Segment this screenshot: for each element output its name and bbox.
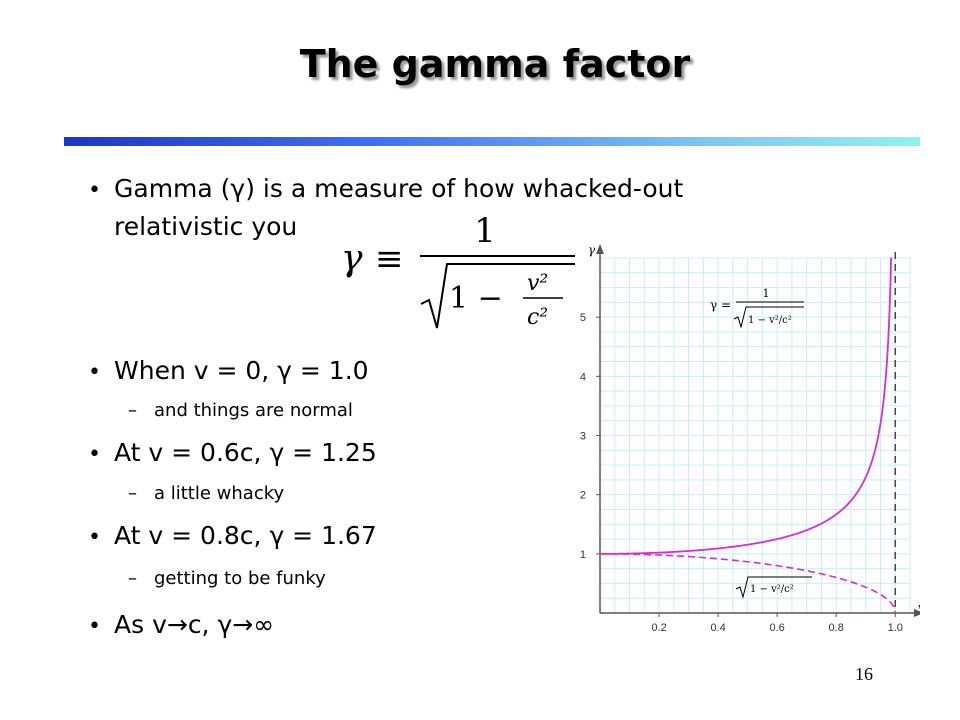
x-tick-label: 0.4 (710, 622, 725, 634)
formula-v2: v² (527, 271, 548, 296)
plot-grid (600, 257, 911, 613)
bullet-dot: • (88, 178, 101, 203)
sub-dash: – (128, 400, 137, 421)
bullet-dot: • (88, 360, 101, 385)
bullet-v-to-c: As v→c, γ→∞ (114, 610, 275, 639)
formula-numerator: 1 (474, 212, 496, 251)
sub-bullet-normal: and things are normal (154, 400, 353, 421)
y-tick-label: 1 (580, 549, 586, 561)
bullet-v-08c: At v = 0.8c, γ = 1.67 (114, 521, 377, 550)
formula-c2: c² (527, 305, 548, 330)
sub-dash: – (128, 568, 137, 589)
y-tick-label: 2 (580, 490, 586, 502)
lower-label-sqrt (735, 576, 812, 599)
title-divider (64, 137, 920, 146)
slide-title: The gamma factor (299, 42, 691, 86)
sub-dash: – (128, 483, 137, 504)
formula-gamma: γ (341, 238, 363, 279)
sub-bullet-funky: getting to be funky (154, 568, 326, 589)
lower-curve-label: 1 − v²/c² (750, 584, 794, 595)
plot-formula-numerator: 1 (763, 287, 770, 300)
bullet-gamma-line1: Gamma (γ) is a measure of how whacked-ou… (114, 174, 684, 203)
x-axis-arrow (914, 609, 920, 617)
x-tick-label: 1.0 (888, 622, 903, 634)
x-tick-label: 0.2 (651, 622, 666, 634)
plot-axes (596, 244, 920, 617)
y-tick-label: 5 (580, 312, 586, 324)
sub-bullet-whacky: a little whacky (154, 483, 285, 504)
page-number: 16 (855, 664, 873, 684)
plot-labels: 0.2 0.4 0.6 0.8 1.0 1 2 3 4 5 γ v/c γ = 1 1 − v²/c² 1 −… (580, 243, 920, 634)
y-tick-label: 3 (580, 431, 586, 443)
bullet-v-zero: When v = 0, γ = 1.0 (114, 356, 369, 385)
formula-equiv: ≡ (375, 239, 404, 279)
gamma-curve (600, 257, 893, 555)
plot-formula-lhs: γ = (710, 298, 731, 312)
plot-formula-sqrt (733, 306, 804, 329)
bullet-gamma-line2: relativistic you (114, 212, 298, 241)
x-tick-label: 0.8 (829, 622, 844, 634)
inverse-gamma-curve (600, 553, 897, 614)
bullet-dot: • (88, 614, 101, 639)
bullet-v-06c: At v = 0.6c, γ = 1.25 (114, 438, 377, 467)
y-tick-label: 4 (580, 371, 586, 383)
x-axis-label: v/c (918, 601, 920, 614)
x-tick-label: 0.6 (769, 622, 784, 634)
y-axis-label: γ (588, 243, 596, 257)
gamma-formula: γ ≡ 1 1 − v² c² (341, 212, 575, 330)
plot-formula-denominator: 1 − v²/c² (748, 315, 792, 326)
plot-curves (600, 252, 897, 614)
bullet-dot: • (88, 525, 101, 550)
y-axis-arrow (596, 244, 604, 254)
formula-one-minus: 1 − (449, 281, 503, 316)
formula-sqrt (420, 263, 575, 329)
gamma-plot: 0.2 0.4 0.6 0.8 1.0 1 2 3 4 5 γ v/c γ = 1 1 − v²/c² 1 −… (580, 243, 920, 634)
bullet-dot: • (88, 442, 101, 467)
